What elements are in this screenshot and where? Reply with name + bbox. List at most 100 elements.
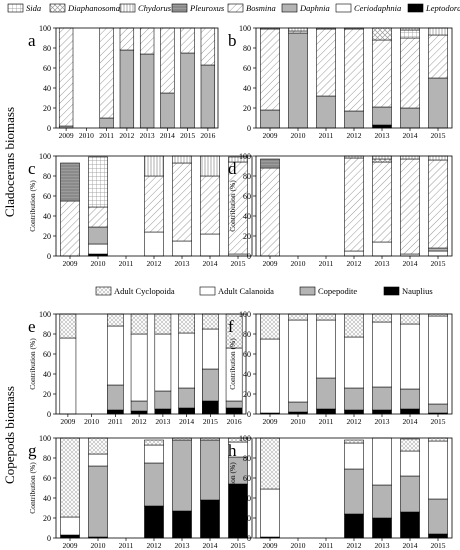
x-tick-label-f-2013: 2013 [375, 417, 390, 426]
bar-c-2014-chydorus [200, 155, 220, 177]
x-tick-label-h-2014: 2014 [403, 541, 418, 550]
x-tick-label-a-2016: 2016 [200, 131, 215, 140]
bar-c-2013-bosmina [172, 162, 192, 242]
x-tick-label-f-2012: 2012 [347, 417, 362, 426]
bar-c-2013-ceriodaphnia [172, 240, 192, 257]
bar-g-2012-adult-calanoida [144, 444, 164, 464]
bar-d-2013-diaphanosoma [372, 158, 392, 163]
bar-f-2012-copepodite [344, 387, 364, 411]
legend-item-sida: Sida [7, 3, 41, 13]
bar-e-2014-adult-calanoida [178, 332, 195, 389]
legend-swatch-copepodite [299, 286, 316, 296]
legend-swatch-bosmina [227, 3, 244, 13]
legend-item-diaphanosoma: Diaphanosoma [49, 3, 120, 13]
bar-b-2013-diaphanosoma [372, 27, 392, 41]
bar-f-2011-copepodite [316, 377, 336, 410]
y-tick-label-c-80: 80 [43, 172, 51, 181]
y-tick-label-e-80: 80 [43, 330, 51, 339]
bar-a-2012-bosmina [119, 27, 135, 51]
legend-item-ceriodaphnia: Ceriodaphnia [335, 3, 401, 13]
bar-a-2013-bosmina [139, 27, 155, 55]
bar-g-2009-adult-cyclopoida [60, 437, 80, 518]
x-tick-label-b-2013: 2013 [375, 131, 390, 140]
x-tick-label-c-2013: 2013 [175, 259, 190, 268]
legend-label-chydorus: Chydorus [138, 3, 172, 13]
plot-frame-e [55, 313, 247, 415]
bar-d-2009-bosmina [260, 167, 280, 257]
legend-swatch-diaphanosoma [49, 3, 66, 13]
bar-e-2011-adult-calanoida [107, 325, 124, 386]
y-tick-label-h-40: 40 [243, 494, 251, 503]
x-tick-label-c-2010: 2010 [91, 259, 106, 268]
cladocerans-legend: Sida Diaphanosoma Chydorus Pleuroxus Bosmina… [7, 3, 460, 13]
bar-b-2012-daphnia [344, 110, 364, 129]
legend-swatch-pleuroxus [171, 3, 188, 13]
y-tick-label-c-20: 20 [43, 232, 51, 241]
bar-f-2015-adult-calanoida [428, 315, 448, 405]
x-tick-label-b-2014: 2014 [403, 131, 418, 140]
bar-a-2016-bosmina [200, 27, 216, 66]
bar-h-2014-nauplius [400, 511, 420, 539]
bar-g-2013-nauplius [172, 510, 192, 539]
x-tick-label-g-2012: 2012 [147, 541, 162, 550]
y-tick-label-d-20: 20 [243, 232, 251, 241]
x-tick-label-b-2015: 2015 [431, 131, 446, 140]
copepods-legend: Adult Cyclopoida Adult Calanoida Copepodit… [95, 286, 433, 296]
bar-h-2014-copepodite [400, 475, 420, 513]
bar-d-2015-chydorus [428, 155, 448, 161]
x-tick-label-d-2012: 2012 [347, 259, 362, 268]
bar-f-2013-adult-cyclopoida [372, 313, 392, 323]
bar-h-2012-nauplius [344, 513, 364, 539]
bar-g-2009-adult-calanoida [60, 516, 80, 536]
legend-swatch-daphnia [281, 3, 298, 13]
bar-c-2010-daphnia [88, 226, 108, 245]
panel-h: 0 20 40 60 80 100 2009 2010 2011 2012 2013 2014 2015… [228, 434, 453, 550]
bar-g-2012-copepodite [144, 462, 164, 507]
y-tick-label-c-100: 100 [39, 152, 51, 161]
bar-d-2014-chydorus [400, 155, 420, 160]
bar-d-2015-bosmina [428, 159, 448, 249]
panel-b: 0 20 40 60 80 100 2009 2010 2011 2012 2013 2014 2015… [228, 24, 453, 140]
bar-f-2013-copepodite [372, 386, 392, 411]
y-tick-label-c-60: 60 [43, 192, 51, 201]
x-tick-label-a-2009: 2009 [59, 131, 74, 140]
legend-label-diaphanosoma: Diaphanosoma [67, 3, 120, 13]
panel-a: 0 20 40 60 80 100 2009 2010 2011 2012 2013 2014 2015… [28, 24, 219, 140]
x-tick-label-h-2010: 2010 [291, 541, 306, 550]
y-tick-label-b-100: 100 [239, 24, 251, 33]
bar-h-2013-nauplius [372, 517, 392, 539]
bar-c-2012-chydorus [144, 155, 164, 177]
legend-label-ceriodaphnia: Ceriodaphnia [354, 3, 401, 13]
y-axis-label-c: Contribution (%) [28, 180, 37, 232]
bar-c-2010-ceriodaphnia [88, 243, 108, 255]
bar-e-2013-adult-cyclopoida [154, 313, 172, 335]
y-tick-label-f-100: 100 [239, 310, 251, 319]
x-tick-label-d-2011: 2011 [319, 259, 334, 268]
bar-f-2014-adult-calanoida [400, 323, 420, 390]
panels: 0 20 40 60 80 100 2009 2010 2011 2012 2013 2014 2015… [28, 24, 453, 550]
x-tick-label-b-2009: 2009 [263, 131, 278, 140]
x-tick-label-f-2015: 2015 [431, 417, 446, 426]
bar-f-2009-adult-calanoida [260, 338, 280, 414]
y-axis-label-f: Contribution (%) [228, 338, 237, 390]
bar-c-2009-pleuroxus [60, 162, 80, 202]
bar-e-2013-nauplius [154, 408, 172, 415]
x-tick-label-g-2010: 2010 [91, 541, 106, 550]
x-tick-label-g-2011: 2011 [119, 541, 134, 550]
bar-a-2015-daphnia [180, 52, 195, 129]
bar-e-2015-copepodite [202, 368, 219, 402]
bar-e-2012-copepodite [130, 400, 148, 412]
x-tick-label-d-2010: 2010 [291, 259, 306, 268]
bar-d-2009-pleuroxus [260, 158, 280, 169]
bar-f-2011-nauplius [316, 408, 336, 415]
bar-b-2009-bosmina [260, 28, 280, 111]
y-tick-label-f-20: 20 [243, 390, 251, 399]
bar-e-2014-copepodite [178, 387, 195, 409]
bar-f-2014-adult-cyclopoida [400, 313, 420, 325]
x-tick-label-a-2010: 2010 [79, 131, 94, 140]
bar-d-2013-chydorus [372, 155, 392, 160]
panel-c: 0 20 40 60 80 100 2009 2010 2011 2012 2013 2014 2015… [28, 152, 253, 268]
panel-f: 0 20 40 60 80 100 2009 2010 2011 2012 2013 2014 2015… [228, 310, 453, 426]
section-label-copepods: Copepods biomass [2, 386, 17, 484]
legend-label-sida: Sida [26, 3, 41, 13]
